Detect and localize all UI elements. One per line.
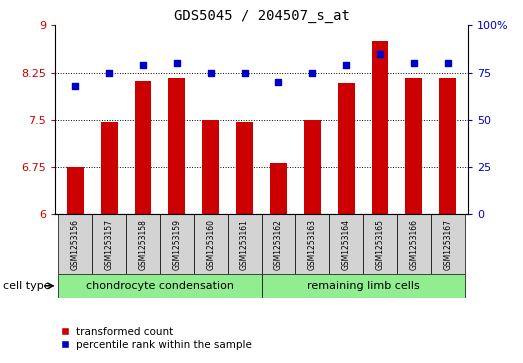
Bar — [329, 214, 363, 274]
Point — [342, 62, 350, 68]
Bar — [58, 214, 92, 274]
Point — [444, 60, 452, 66]
Bar — [338, 83, 355, 214]
Text: GSM1253165: GSM1253165 — [376, 219, 384, 270]
Point — [241, 70, 249, 76]
Text: GSM1253156: GSM1253156 — [71, 219, 79, 270]
Bar — [236, 122, 253, 214]
Text: GSM1253159: GSM1253159 — [173, 219, 181, 270]
Bar — [228, 214, 262, 274]
Bar — [100, 122, 118, 214]
Point — [410, 60, 418, 66]
Bar — [371, 41, 389, 214]
Legend: transformed count, percentile rank within the sample: transformed count, percentile rank withi… — [58, 323, 256, 354]
Bar — [67, 167, 84, 214]
Point — [308, 70, 316, 76]
Bar — [270, 163, 287, 214]
Bar — [295, 214, 329, 274]
Text: GSM1253161: GSM1253161 — [240, 219, 249, 270]
Text: GSM1253164: GSM1253164 — [342, 219, 350, 270]
Text: remaining limb cells: remaining limb cells — [306, 281, 419, 291]
Bar — [439, 78, 456, 214]
Bar — [58, 274, 262, 298]
Point — [173, 60, 181, 66]
Text: GSM1253162: GSM1253162 — [274, 219, 283, 270]
Point — [105, 70, 113, 76]
Bar — [202, 120, 219, 214]
Text: cell type: cell type — [3, 281, 50, 291]
Bar — [397, 214, 431, 274]
Bar — [134, 81, 152, 214]
Point — [207, 70, 215, 76]
Bar — [304, 120, 321, 214]
Title: GDS5045 / 204507_s_at: GDS5045 / 204507_s_at — [174, 9, 349, 23]
Bar — [194, 214, 228, 274]
Point — [71, 83, 79, 89]
Text: GSM1253158: GSM1253158 — [139, 219, 147, 270]
Text: GSM1253157: GSM1253157 — [105, 219, 113, 270]
Bar — [363, 214, 397, 274]
Point — [139, 62, 147, 68]
Bar — [262, 274, 465, 298]
Bar — [92, 214, 126, 274]
Text: GSM1253160: GSM1253160 — [206, 219, 215, 270]
Point — [274, 79, 282, 85]
Text: GSM1253163: GSM1253163 — [308, 219, 317, 270]
Text: chondrocyte condensation: chondrocyte condensation — [86, 281, 234, 291]
Bar — [126, 214, 160, 274]
Bar — [405, 78, 423, 214]
Bar — [262, 214, 295, 274]
Point — [376, 51, 384, 57]
Text: GSM1253166: GSM1253166 — [410, 219, 418, 270]
Bar — [431, 214, 465, 274]
Bar — [168, 78, 185, 214]
Bar — [160, 214, 194, 274]
Text: GSM1253167: GSM1253167 — [444, 219, 452, 270]
